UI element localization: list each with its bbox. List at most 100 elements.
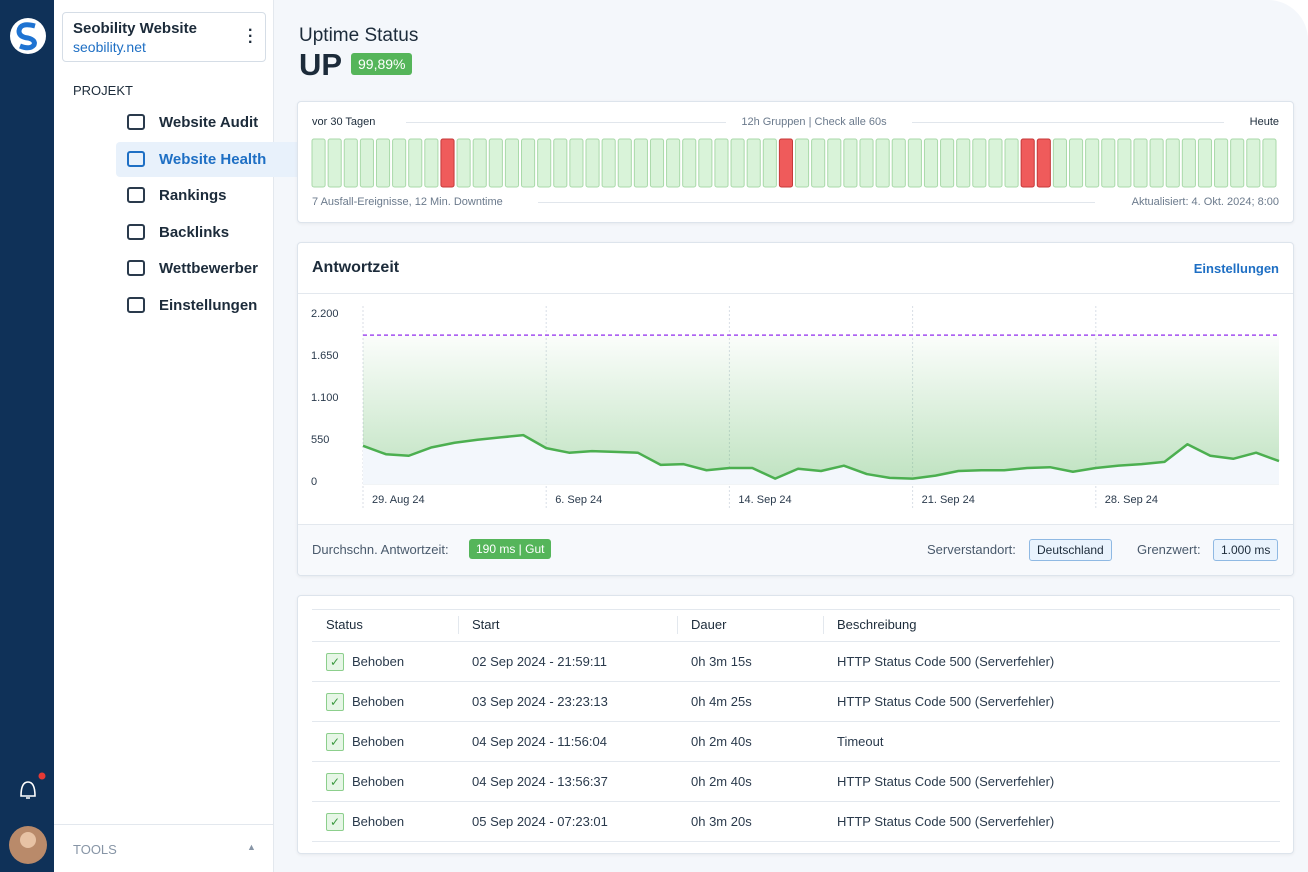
nav-label: Wettbewerber <box>159 260 258 277</box>
row-divider <box>312 761 1280 762</box>
uptime-block <box>1085 138 1100 188</box>
uptime-block <box>940 138 955 188</box>
uptime-block <box>827 138 842 188</box>
uptime-block <box>1181 138 1196 188</box>
column-divider <box>677 616 678 634</box>
tools-bar[interactable]: TOOLS ▲ <box>54 824 273 872</box>
cell: Behoben <box>352 694 405 709</box>
y-tick-label: 1.650 <box>311 350 339 362</box>
cell: HTTP Status Code 500 (Serverfehler) <box>837 694 1055 709</box>
response-chart: 0 550 1.100 1.650 2.200 29. Aug 24 6. Sep 24 14… <box>311 306 1280 509</box>
column-divider <box>823 616 824 634</box>
uptime-block <box>311 138 326 188</box>
menu-dots[interactable]: · · · <box>248 22 254 51</box>
uptime-block <box>762 138 777 188</box>
page-title: Uptime Status <box>299 25 419 46</box>
uptime-block <box>617 138 632 188</box>
cell: 05 Sep 2024 - 07:23:01 <box>472 814 608 829</box>
uptime-block <box>1230 138 1245 188</box>
uptime-badge: 99,89% <box>351 53 413 75</box>
nav-item[interactable]: Wettbewerber <box>116 251 319 286</box>
uptime-block <box>891 138 906 188</box>
row-divider <box>312 641 1280 642</box>
nav-icon <box>127 296 145 313</box>
cell: 0h 3m 15s <box>691 654 752 669</box>
avg-label: Durchschn. Antwortzeit: <box>312 542 449 557</box>
nav-label: Website Audit <box>159 114 259 131</box>
nav-item[interactable]: Einstellungen <box>116 288 319 323</box>
nav-item[interactable]: Website Health <box>116 141 319 177</box>
cell: HTTP Status Code 500 (Serverfehler) <box>837 814 1055 829</box>
response-title: Antwortzeit <box>312 259 400 276</box>
incident-table: Status Start Dauer Beschreibung ✓ Behoben 02 S… <box>297 595 1294 854</box>
x-tick-label: 21. Sep 24 <box>922 494 975 506</box>
uptime-block <box>795 138 810 188</box>
threshold-label: Grenzwert: <box>1137 542 1201 557</box>
nav-label: Backlinks <box>159 223 230 241</box>
uptime-block <box>811 138 826 188</box>
uptime-block <box>1149 138 1164 188</box>
x-tick-label: 14. Sep 24 <box>738 494 791 506</box>
uptime-block <box>1117 138 1132 188</box>
cell: 0h 2m 40s <box>691 774 752 789</box>
column-header: Dauer <box>691 617 727 632</box>
uptime-left: vor 30 Tagen <box>312 116 376 128</box>
uptime-block <box>359 138 374 188</box>
nav-item[interactable]: Rankings <box>116 178 319 213</box>
uptime-block <box>666 138 681 188</box>
column-header: Beschreibung <box>837 617 917 632</box>
nav-label: Website Health <box>159 150 267 168</box>
nav-item[interactable]: Website Audit <box>116 105 319 140</box>
nav-icon <box>127 150 145 167</box>
response-footer: Durchschn. Antwortzeit: 190 ms | Gut Ser… <box>298 524 1293 575</box>
nav-icon <box>127 187 145 203</box>
uptime-block <box>1052 138 1067 188</box>
uptime-block <box>601 138 616 188</box>
tools-label: TOOLS <box>73 842 117 857</box>
uptime-block <box>1036 138 1051 188</box>
status-check: ✓ <box>326 773 344 791</box>
area-below <box>363 435 1279 484</box>
uptime-block <box>408 138 423 188</box>
icon-rail <box>0 0 54 872</box>
uptime-block <box>843 138 858 188</box>
uptime-block <box>553 138 568 188</box>
table-top <box>312 609 1280 610</box>
uptime-block <box>649 138 665 188</box>
nav-icon <box>127 223 145 240</box>
uptime-block <box>1246 138 1261 188</box>
cell: HTTP Status Code 500 (Serverfehler) <box>837 654 1055 669</box>
uptime-block <box>392 138 407 188</box>
project-name: Seobility Website <box>73 20 197 37</box>
uptime-blocks <box>311 138 1277 188</box>
uptime-block <box>714 138 729 188</box>
status-check: ✓ <box>326 653 344 671</box>
nav-item[interactable]: Backlinks <box>116 215 319 250</box>
cell: Behoben <box>352 654 405 669</box>
uptime-block <box>859 138 874 188</box>
uptime-block <box>1197 138 1213 188</box>
nav-label: Rankings <box>159 187 227 204</box>
section-label: PROJEKT <box>73 83 133 98</box>
x-tick-label: 6. Sep 24 <box>555 494 602 506</box>
column-divider <box>458 616 459 634</box>
project-box[interactable]: Seobility Website seobility.net · · · <box>62 12 266 62</box>
uptime-block <box>1068 138 1084 188</box>
sidebar: Seobility Website seobility.net · · · PROJ… <box>54 0 319 872</box>
status-check: ✓ <box>326 813 344 831</box>
location-label: Serverstandort: <box>927 542 1016 557</box>
row-divider <box>312 721 1280 722</box>
row-divider <box>312 801 1280 802</box>
uptime-block <box>1004 138 1019 188</box>
cell: 04 Sep 2024 - 11:56:04 <box>472 734 607 749</box>
settings-link[interactable]: Einstellungen <box>1193 261 1279 276</box>
project-url: seobility.net <box>73 39 146 55</box>
status-check: ✓ <box>326 733 344 751</box>
column-header: Start <box>472 617 500 632</box>
uptime-block <box>472 138 487 188</box>
uptime-block <box>1165 138 1180 188</box>
nav-icon <box>127 260 145 276</box>
y-tick-label: 0 <box>311 476 317 488</box>
uptime-block <box>907 138 922 188</box>
